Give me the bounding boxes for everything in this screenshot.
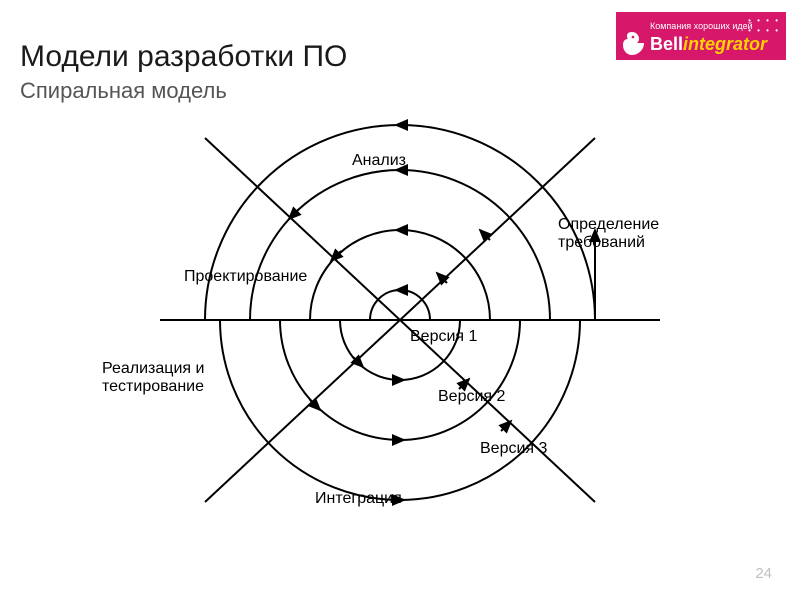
label-version3: Версия 3 <box>480 440 547 458</box>
logo-brand-accent: integrator <box>683 34 767 54</box>
label-analysis: Анализ <box>352 152 406 170</box>
label-design: Проектирование <box>184 268 307 286</box>
logo-brand: Bellintegrator <box>650 34 767 56</box>
page-number: 24 <box>755 565 772 582</box>
logo-brand-main: Bell <box>650 34 683 54</box>
spiral-diagram: Анализ Определение требований Проектиров… <box>100 110 700 550</box>
company-logo: • • • •• • • • Компания хороших идей Bel… <box>616 12 786 60</box>
label-version1: Версия 1 <box>410 328 477 346</box>
logo-dots: • • • •• • • • <box>748 16 780 35</box>
label-version2: Версия 2 <box>438 388 505 406</box>
slide-subtitle: Спиральная модель <box>20 78 227 104</box>
label-requirements: Определение требований <box>558 216 659 252</box>
label-impl-test: Реализация и тестирование <box>102 360 204 396</box>
slide-title: Модели разработки ПО <box>20 40 347 74</box>
duck-icon <box>622 30 646 56</box>
logo-tagline: Компания хороших идей <box>650 21 753 32</box>
label-integration: Интеграция <box>315 490 402 508</box>
